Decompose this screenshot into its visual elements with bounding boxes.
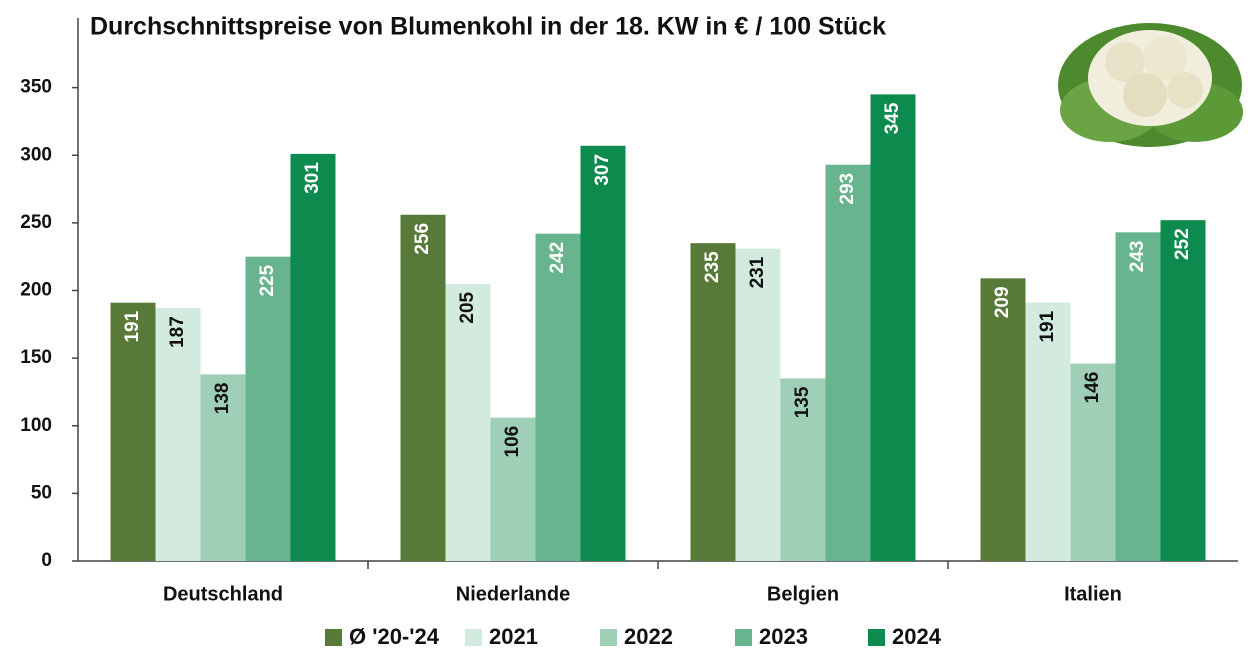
legend-label: 2024 bbox=[892, 624, 942, 649]
bar bbox=[245, 256, 291, 561]
legend-swatch bbox=[600, 629, 617, 646]
value-label: 138 bbox=[212, 383, 233, 415]
y-tick-label: 150 bbox=[20, 347, 52, 368]
y-tick-label: 100 bbox=[20, 415, 52, 436]
bar bbox=[290, 153, 336, 561]
value-label: 191 bbox=[122, 310, 143, 342]
value-label: 209 bbox=[992, 286, 1013, 318]
bar bbox=[110, 302, 156, 561]
value-label: 225 bbox=[257, 264, 278, 296]
y-tick-label: 0 bbox=[41, 550, 52, 571]
legend-label: 2021 bbox=[489, 624, 538, 649]
cauliflower-image bbox=[1058, 23, 1243, 147]
y-tick-label: 350 bbox=[20, 77, 52, 98]
value-label: 293 bbox=[837, 173, 858, 205]
value-label: 301 bbox=[302, 162, 323, 194]
y-tick-label: 50 bbox=[31, 482, 52, 503]
value-label: 205 bbox=[457, 291, 478, 323]
x-tick-label: Niederlande bbox=[456, 583, 570, 605]
bar bbox=[1160, 220, 1206, 562]
value-label: 191 bbox=[1037, 310, 1058, 342]
value-label: 135 bbox=[792, 386, 813, 418]
value-label: 307 bbox=[592, 154, 613, 186]
legend-label: 2022 bbox=[624, 624, 673, 649]
bar bbox=[490, 417, 536, 561]
legend-label: Ø '20-'24 bbox=[349, 624, 440, 649]
bar bbox=[870, 94, 916, 561]
value-label: 242 bbox=[547, 242, 568, 274]
bar bbox=[780, 378, 826, 561]
x-tick-label: Belgien bbox=[767, 583, 839, 605]
bar bbox=[200, 374, 246, 561]
value-label: 345 bbox=[882, 102, 903, 134]
bar bbox=[155, 308, 201, 561]
value-label: 235 bbox=[702, 251, 723, 283]
y-tick-label: 300 bbox=[20, 144, 52, 165]
value-label: 106 bbox=[502, 426, 523, 458]
value-label: 252 bbox=[1172, 228, 1193, 260]
y-tick-label: 250 bbox=[20, 212, 52, 233]
bar bbox=[980, 278, 1026, 561]
value-label: 187 bbox=[167, 316, 188, 348]
value-label: 256 bbox=[412, 223, 433, 255]
legend-swatch bbox=[465, 629, 482, 646]
bar bbox=[690, 243, 736, 561]
bar bbox=[535, 233, 581, 561]
bar bbox=[1115, 232, 1161, 561]
legend-swatch bbox=[735, 629, 752, 646]
x-tick-label: Deutschland bbox=[163, 583, 283, 605]
legend-swatch bbox=[868, 629, 885, 646]
legend-swatch bbox=[325, 629, 342, 646]
bar bbox=[825, 164, 871, 561]
bar bbox=[580, 145, 626, 561]
chart-title: Durchschnittspreise von Blumenkohl in de… bbox=[90, 13, 886, 41]
legend-label: 2023 bbox=[759, 624, 808, 649]
bar bbox=[735, 248, 781, 561]
bar bbox=[1070, 363, 1116, 561]
value-label: 243 bbox=[1127, 240, 1148, 272]
value-label: 146 bbox=[1082, 372, 1103, 404]
bar bbox=[1025, 302, 1071, 561]
value-label: 231 bbox=[747, 256, 768, 288]
bar bbox=[400, 214, 446, 561]
x-tick-label: Italien bbox=[1064, 583, 1122, 605]
y-tick-label: 200 bbox=[20, 280, 52, 301]
bar bbox=[445, 283, 491, 561]
